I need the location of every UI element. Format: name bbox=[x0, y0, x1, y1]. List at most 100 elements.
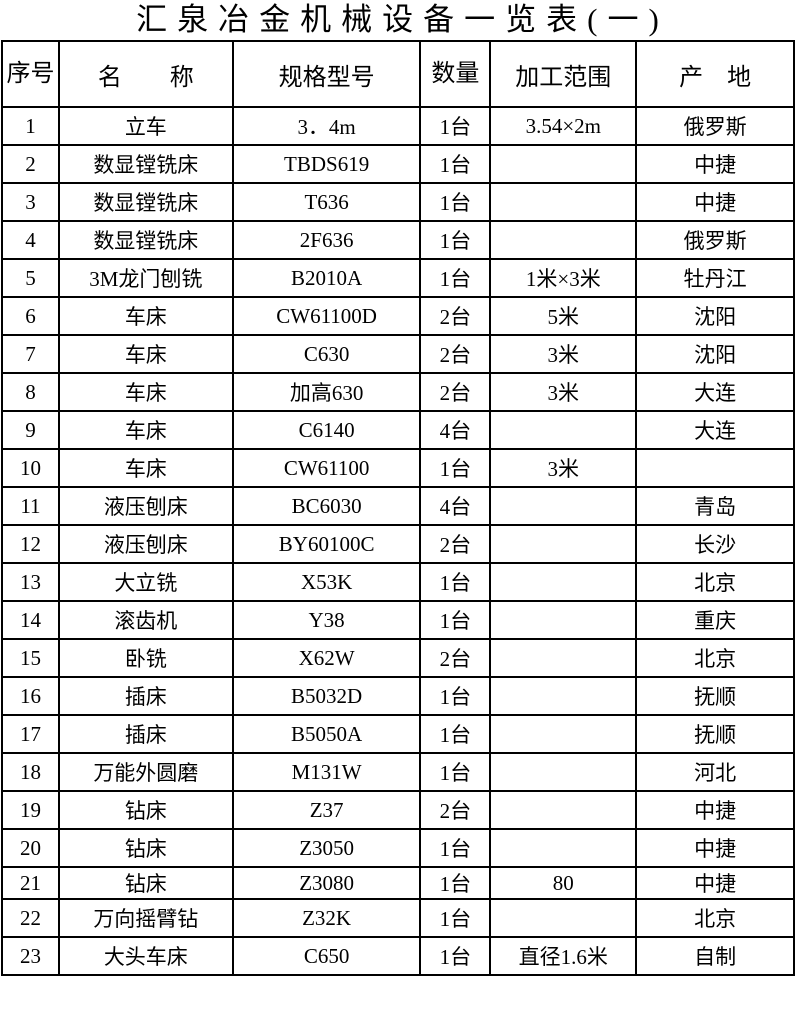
cell-no: 15 bbox=[1, 638, 60, 678]
cell-model: 加高630 bbox=[231, 372, 422, 412]
cell-origin: 沈阳 bbox=[635, 334, 795, 374]
table-row: 19 钻床 Z37 2台 中捷 bbox=[1, 790, 795, 830]
table-row: 2 数显镗铣床 TBDS619 1台 中捷 bbox=[1, 144, 795, 184]
cell-model: X62W bbox=[231, 638, 422, 678]
cell-range bbox=[489, 752, 638, 792]
cell-no: 9 bbox=[1, 410, 60, 450]
cell-name: 钻床 bbox=[57, 828, 234, 868]
table-row: 23 大头车床 C650 1台 直径1.6米 自制 bbox=[1, 936, 795, 976]
cell-range bbox=[489, 714, 638, 754]
cell-origin: 河北 bbox=[635, 752, 795, 792]
cell-qty: 1台 bbox=[419, 220, 492, 260]
cell-no: 4 bbox=[1, 220, 60, 260]
cell-qty: 1台 bbox=[419, 828, 492, 868]
cell-model: 2F636 bbox=[231, 220, 422, 260]
cell-origin: 北京 bbox=[635, 562, 795, 602]
table-row: 16 插床 B5032D 1台 抚顺 bbox=[1, 676, 795, 716]
cell-model: BY60100C bbox=[231, 524, 422, 564]
cell-name: 车床 bbox=[57, 372, 234, 412]
cell-model: Z32K bbox=[231, 898, 422, 938]
cell-name: 钻床 bbox=[57, 866, 234, 900]
cell-range bbox=[489, 220, 638, 260]
cell-qty: 2台 bbox=[419, 334, 492, 374]
table-row: 8 车床 加高630 2台 3米 大连 bbox=[1, 372, 795, 412]
cell-no: 12 bbox=[1, 524, 60, 564]
table-row: 18 万能外圆磨 M131W 1台 河北 bbox=[1, 752, 795, 792]
table-row: 7 车床 C630 2台 3米 沈阳 bbox=[1, 334, 795, 374]
cell-no: 23 bbox=[1, 936, 60, 976]
cell-no: 8 bbox=[1, 372, 60, 412]
table-row: 17 插床 B5050A 1台 抚顺 bbox=[1, 714, 795, 754]
header-model: 规格型号 bbox=[231, 40, 422, 108]
table-row: 11 液压刨床 BC6030 4台 青岛 bbox=[1, 486, 795, 526]
cell-range bbox=[489, 638, 638, 678]
cell-model: C630 bbox=[231, 334, 422, 374]
cell-qty: 1台 bbox=[419, 106, 492, 146]
table-row: 4 数显镗铣床 2F636 1台 俄罗斯 bbox=[1, 220, 795, 260]
cell-model: CW61100D bbox=[231, 296, 422, 336]
cell-qty: 1台 bbox=[419, 600, 492, 640]
table-row: 9 车床 C6140 4台 大连 bbox=[1, 410, 795, 450]
cell-name: 立车 bbox=[57, 106, 234, 146]
cell-name: 车床 bbox=[57, 296, 234, 336]
cell-origin: 中捷 bbox=[635, 828, 795, 868]
cell-qty: 2台 bbox=[419, 638, 492, 678]
cell-no: 18 bbox=[1, 752, 60, 792]
cell-no: 14 bbox=[1, 600, 60, 640]
header-qty: 数量 bbox=[419, 40, 492, 108]
cell-model: M131W bbox=[231, 752, 422, 792]
cell-name: 万向摇臂钻 bbox=[57, 898, 234, 938]
cell-name: 车床 bbox=[57, 448, 234, 488]
table-row: 21 钻床 Z3080 1台 80 中捷 bbox=[1, 866, 795, 900]
table-row: 13 大立铣 X53K 1台 北京 bbox=[1, 562, 795, 602]
cell-no: 20 bbox=[1, 828, 60, 868]
cell-range bbox=[489, 676, 638, 716]
cell-origin: 北京 bbox=[635, 898, 795, 938]
cell-name: 车床 bbox=[57, 334, 234, 374]
header-no: 序号 bbox=[1, 40, 60, 108]
cell-qty: 1台 bbox=[419, 936, 492, 976]
table-row: 10 车床 CW61100 1台 3米 bbox=[1, 448, 795, 488]
cell-no: 16 bbox=[1, 676, 60, 716]
cell-origin: 牡丹江 bbox=[635, 258, 795, 298]
cell-origin: 长沙 bbox=[635, 524, 795, 564]
cell-no: 13 bbox=[1, 562, 60, 602]
cell-name: 数显镗铣床 bbox=[57, 220, 234, 260]
cell-no: 22 bbox=[1, 898, 60, 938]
table-row: 6 车床 CW61100D 2台 5米 沈阳 bbox=[1, 296, 795, 336]
cell-model: B5050A bbox=[231, 714, 422, 754]
cell-origin: 中捷 bbox=[635, 866, 795, 900]
cell-qty: 2台 bbox=[419, 296, 492, 336]
table-header-row: 序号 名 称 规格型号 数量 加工范围 产 地 bbox=[1, 40, 795, 108]
cell-model: C6140 bbox=[231, 410, 422, 450]
table-row: 20 钻床 Z3050 1台 中捷 bbox=[1, 828, 795, 868]
cell-model: B5032D bbox=[231, 676, 422, 716]
table-row: 5 3M龙门刨铣 B2010A 1台 1米×3米 牡丹江 bbox=[1, 258, 795, 298]
cell-qty: 1台 bbox=[419, 714, 492, 754]
cell-no: 11 bbox=[1, 486, 60, 526]
cell-name: 钻床 bbox=[57, 790, 234, 830]
cell-range: 80 bbox=[489, 866, 638, 900]
cell-qty: 1台 bbox=[419, 676, 492, 716]
cell-origin: 抚顺 bbox=[635, 676, 795, 716]
cell-model: TBDS619 bbox=[231, 144, 422, 184]
cell-origin: 大连 bbox=[635, 372, 795, 412]
cell-range: 直径1.6米 bbox=[489, 936, 638, 976]
cell-qty: 1台 bbox=[419, 144, 492, 184]
cell-no: 2 bbox=[1, 144, 60, 184]
cell-name: 数显镗铣床 bbox=[57, 144, 234, 184]
cell-range bbox=[489, 562, 638, 602]
cell-range: 5米 bbox=[489, 296, 638, 336]
cell-qty: 1台 bbox=[419, 258, 492, 298]
cell-model: BC6030 bbox=[231, 486, 422, 526]
cell-qty: 2台 bbox=[419, 524, 492, 564]
cell-name: 万能外圆磨 bbox=[57, 752, 234, 792]
cell-no: 19 bbox=[1, 790, 60, 830]
cell-origin: 自制 bbox=[635, 936, 795, 976]
cell-no: 5 bbox=[1, 258, 60, 298]
cell-name: 液压刨床 bbox=[57, 486, 234, 526]
cell-qty: 4台 bbox=[419, 486, 492, 526]
cell-origin: 抚顺 bbox=[635, 714, 795, 754]
cell-model: Z3050 bbox=[231, 828, 422, 868]
cell-name: 3M龙门刨铣 bbox=[57, 258, 234, 298]
